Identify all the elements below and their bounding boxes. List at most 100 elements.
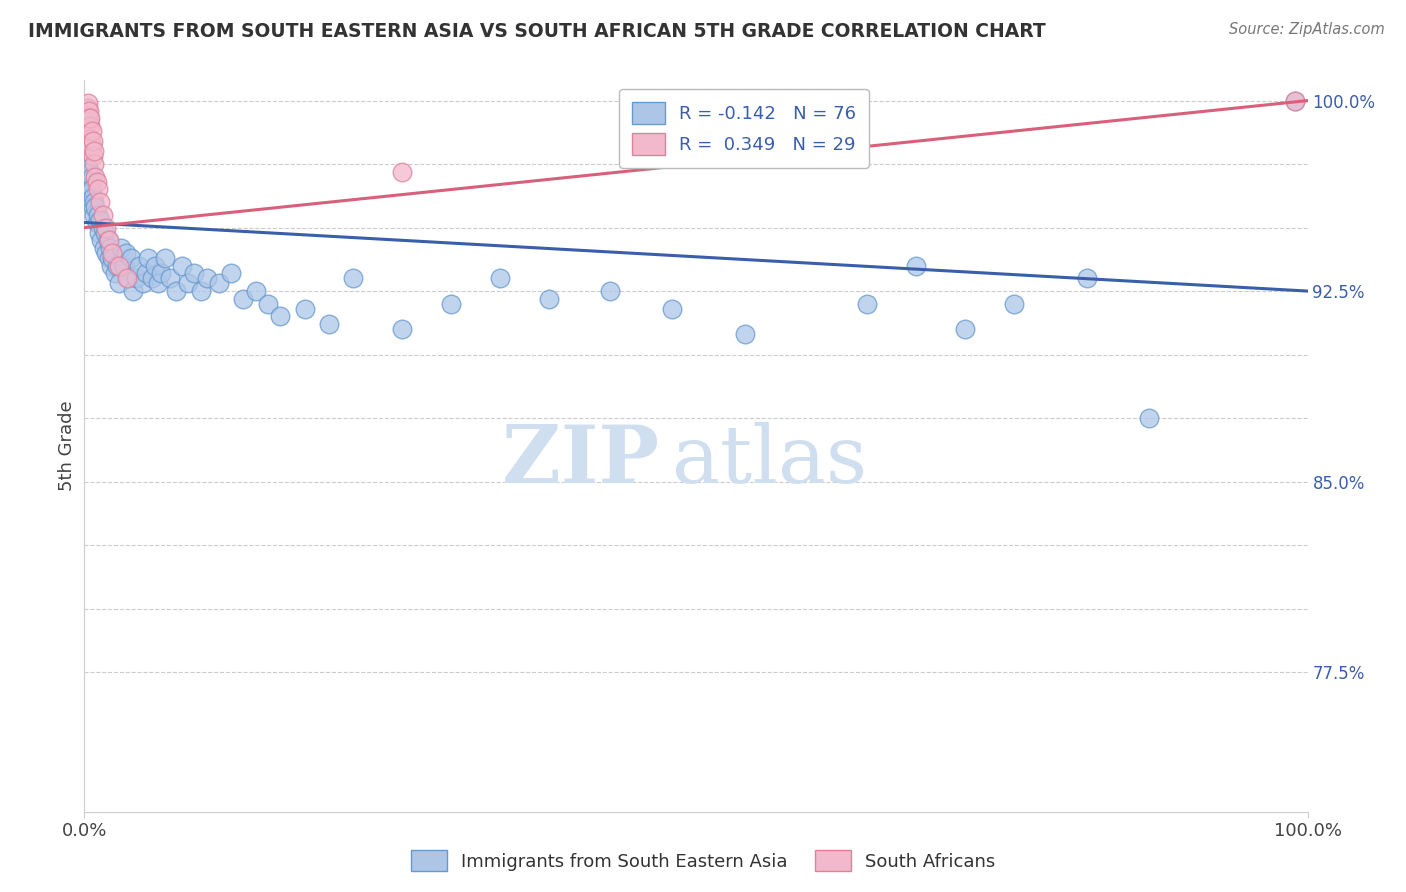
Point xyxy=(83,157,105,171)
Point xyxy=(79,119,101,133)
Legend: Immigrants from South Eastern Asia, South Africans: Immigrants from South Eastern Asia, Sout… xyxy=(404,843,1002,879)
Point xyxy=(101,251,124,265)
Point xyxy=(107,259,129,273)
Point xyxy=(856,297,879,311)
Point xyxy=(105,259,128,273)
Point xyxy=(318,317,340,331)
Point xyxy=(1284,94,1306,108)
Point xyxy=(97,233,120,247)
Point xyxy=(208,277,231,291)
Point xyxy=(391,165,413,179)
Point xyxy=(97,233,120,247)
Point xyxy=(112,259,135,273)
Point xyxy=(91,208,114,222)
Point xyxy=(538,292,561,306)
Point xyxy=(87,182,110,196)
Point xyxy=(115,271,138,285)
Point xyxy=(77,114,100,128)
Point xyxy=(953,322,976,336)
Point xyxy=(122,284,145,298)
Point xyxy=(107,277,129,291)
Point xyxy=(120,251,142,265)
Point xyxy=(87,208,110,222)
Point xyxy=(79,112,101,126)
Point xyxy=(115,246,138,260)
Text: ZIP: ZIP xyxy=(502,422,659,500)
Legend: R = -0.142   N = 76, R =  0.349   N = 29: R = -0.142 N = 76, R = 0.349 N = 29 xyxy=(620,89,869,168)
Point xyxy=(136,251,159,265)
Point xyxy=(83,145,105,159)
Point xyxy=(84,200,107,214)
Point xyxy=(89,213,111,227)
Point xyxy=(1076,271,1098,285)
Point xyxy=(87,226,110,240)
Point xyxy=(101,246,124,260)
Point xyxy=(489,271,512,285)
Point xyxy=(77,162,100,177)
Point xyxy=(104,266,127,280)
Point xyxy=(172,259,194,273)
Point xyxy=(146,277,169,291)
Point xyxy=(177,277,200,291)
Point xyxy=(77,101,100,115)
Point xyxy=(93,241,115,255)
Point xyxy=(257,297,280,311)
Point xyxy=(80,169,103,184)
Point xyxy=(294,301,316,316)
Point xyxy=(76,114,98,128)
Point xyxy=(77,169,100,184)
Point xyxy=(84,169,107,184)
Text: Source: ZipAtlas.com: Source: ZipAtlas.com xyxy=(1229,22,1385,37)
Point xyxy=(76,157,98,171)
Point xyxy=(82,149,104,163)
Point xyxy=(86,215,108,229)
Text: atlas: atlas xyxy=(672,422,866,500)
Point xyxy=(97,251,120,265)
Point xyxy=(77,175,100,189)
Point xyxy=(77,96,100,111)
Point xyxy=(661,301,683,316)
Point xyxy=(77,103,100,118)
Point xyxy=(1137,411,1160,425)
Point xyxy=(219,266,242,280)
Point xyxy=(82,134,104,148)
Point xyxy=(98,241,121,255)
Point xyxy=(165,284,187,298)
Point xyxy=(1002,297,1025,311)
Point xyxy=(195,271,218,285)
Point xyxy=(391,322,413,336)
Point xyxy=(117,271,139,285)
Point xyxy=(150,266,173,280)
Point xyxy=(80,182,103,196)
Point xyxy=(132,277,155,291)
Point xyxy=(83,195,105,210)
Point xyxy=(269,310,291,324)
Point xyxy=(79,131,101,145)
Point xyxy=(734,327,756,342)
Point xyxy=(232,292,254,306)
Point xyxy=(245,284,267,298)
Point xyxy=(82,190,104,204)
Point xyxy=(94,226,117,240)
Point xyxy=(77,112,100,126)
Point xyxy=(183,266,205,280)
Point xyxy=(80,124,103,138)
Point xyxy=(100,259,122,273)
Point xyxy=(905,259,928,273)
Point xyxy=(159,271,181,285)
Point xyxy=(110,241,132,255)
Point xyxy=(342,271,364,285)
Point xyxy=(82,200,104,214)
Point xyxy=(83,208,105,222)
Y-axis label: 5th Grade: 5th Grade xyxy=(58,401,76,491)
Point xyxy=(143,259,166,273)
Point xyxy=(86,175,108,189)
Point xyxy=(96,246,118,260)
Point xyxy=(153,251,176,265)
Point xyxy=(77,109,100,123)
Point xyxy=(135,266,157,280)
Point xyxy=(599,284,621,298)
Point xyxy=(128,259,150,273)
Point xyxy=(91,220,114,235)
Text: IMMIGRANTS FROM SOUTH EASTERN ASIA VS SOUTH AFRICAN 5TH GRADE CORRELATION CHART: IMMIGRANTS FROM SOUTH EASTERN ASIA VS SO… xyxy=(28,22,1046,41)
